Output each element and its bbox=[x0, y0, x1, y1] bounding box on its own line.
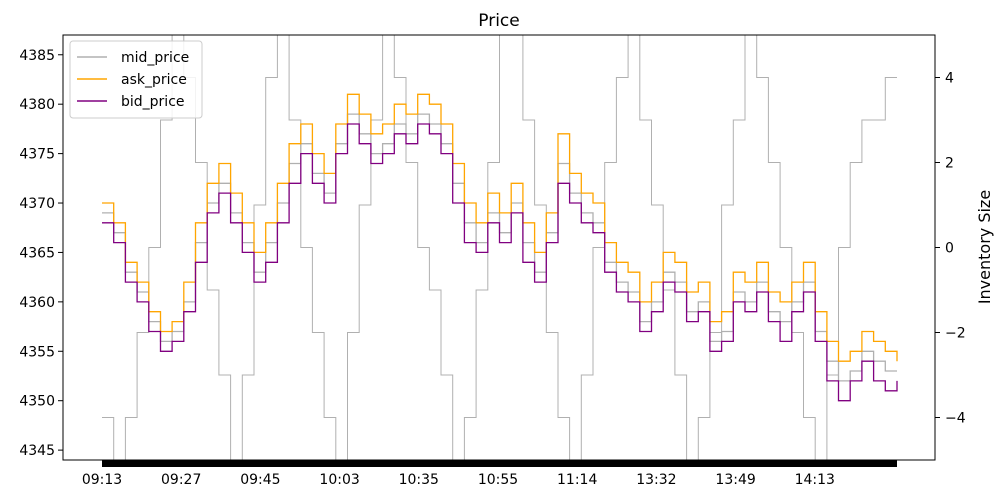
legend-label: mid_price bbox=[121, 50, 189, 66]
x-tick-label: 10:03 bbox=[319, 472, 359, 488]
x-tick-label: 09:27 bbox=[161, 472, 201, 488]
x-tick-label: 13:49 bbox=[715, 472, 755, 488]
left-tick-label: 4385 bbox=[19, 48, 55, 64]
right-axis: −4 −2 0 2 4 bbox=[935, 71, 966, 427]
x-axis: 09:13 09:27 09:45 10:03 10:35 10:55 11:14 13:32… bbox=[82, 472, 835, 488]
legend-label: bid_price bbox=[121, 94, 185, 110]
left-axis: 4345 4350 4355 4360 4365 4370 4375 4380 4385 bbox=[19, 48, 63, 459]
chart-title: Price bbox=[478, 11, 519, 31]
right-tick-label: 4 bbox=[945, 71, 954, 87]
left-tick-label: 4365 bbox=[19, 245, 55, 261]
series-line-inventory-size bbox=[102, 34, 897, 461]
series-layer bbox=[102, 34, 898, 461]
x-tick-label: 10:35 bbox=[399, 472, 439, 488]
left-tick-label: 4370 bbox=[19, 196, 55, 212]
legend-box bbox=[69, 40, 203, 119]
x-tick-label: 14:13 bbox=[795, 472, 835, 488]
series-line-ask_price bbox=[102, 93, 898, 362]
x-tick-label: 13:32 bbox=[636, 472, 676, 488]
right-tick-label: −2 bbox=[945, 326, 966, 342]
left-tick-label: 4355 bbox=[19, 344, 55, 360]
right-tick-label: −4 bbox=[945, 411, 966, 427]
right-tick-label: 2 bbox=[945, 156, 954, 172]
left-tick-label: 4360 bbox=[19, 295, 55, 311]
x-tick-label: 09:45 bbox=[240, 472, 280, 488]
right-axis-label: Inventory Size bbox=[975, 190, 994, 304]
left-tick-label: 4375 bbox=[19, 147, 55, 163]
x-tick-label: 11:14 bbox=[557, 472, 597, 488]
right-tick-label: 0 bbox=[945, 241, 954, 257]
left-tick-label: 4350 bbox=[19, 394, 55, 410]
x-tick-label: 10:55 bbox=[478, 472, 518, 488]
legend: mid_price ask_price bid_price bbox=[69, 40, 203, 119]
left-tick-label: 4345 bbox=[19, 443, 55, 459]
legend-label: ask_price bbox=[121, 72, 187, 88]
x-tick-label: 09:13 bbox=[82, 472, 122, 488]
series-line-bid_price bbox=[102, 123, 898, 402]
x-axis-tick-band bbox=[102, 460, 897, 467]
left-tick-label: 4380 bbox=[19, 97, 55, 113]
